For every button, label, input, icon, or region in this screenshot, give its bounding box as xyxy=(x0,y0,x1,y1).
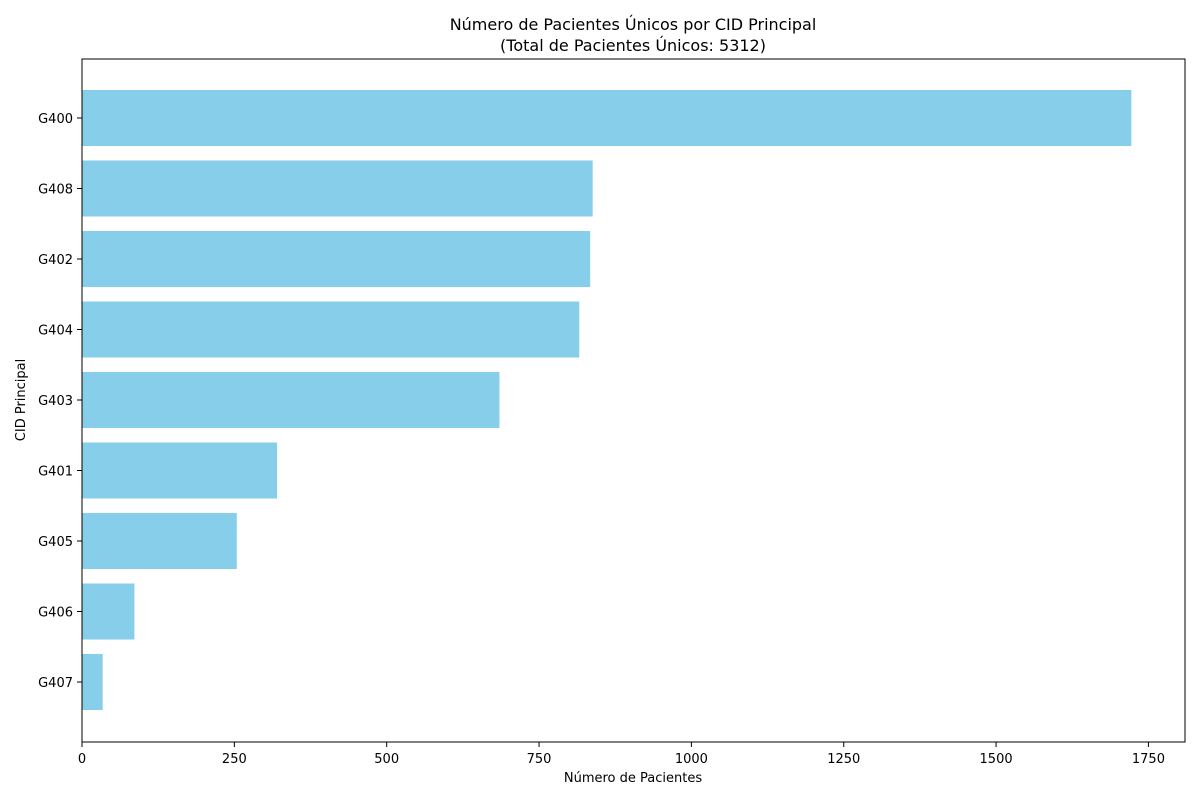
bar-g403 xyxy=(82,372,500,428)
y-tick-label: G408 xyxy=(38,183,73,198)
bar-g404 xyxy=(82,301,580,358)
bars-group xyxy=(82,90,1132,710)
x-tick-label: 0 xyxy=(78,752,86,767)
y-tick-label: G403 xyxy=(38,394,73,409)
chart-subtitle: (Total de Pacientes Únicos: 5312) xyxy=(500,36,766,55)
plot-frame xyxy=(81,58,1186,743)
x-tick-label: 250 xyxy=(222,752,247,767)
y-tick-label: G404 xyxy=(38,324,73,339)
x-axis-label: Número de Pacientes xyxy=(564,771,702,786)
chart-title: Número de Pacientes Únicos por CID Princ… xyxy=(450,15,817,34)
bar-g406 xyxy=(82,583,135,640)
bar-g407 xyxy=(82,654,103,710)
x-tick-label: 750 xyxy=(527,752,552,767)
bar-g401 xyxy=(82,442,278,499)
x-tick-label: 500 xyxy=(374,752,399,767)
bar-g400 xyxy=(82,90,1132,146)
y-ticks-group: G400 G408 G402 G404 G403 G401 G405 G406 G407 xyxy=(38,112,82,691)
x-tick-label: 1000 xyxy=(675,752,708,767)
bar-g405 xyxy=(82,513,237,569)
x-tick-label: 1750 xyxy=(1132,752,1165,767)
bar-g408 xyxy=(82,160,593,217)
y-tick-label: G407 xyxy=(38,676,73,691)
y-axis-label: CID Principal xyxy=(14,359,29,441)
y-tick-label: G402 xyxy=(38,253,73,268)
bar-g402 xyxy=(82,231,591,287)
x-tick-label: 1500 xyxy=(980,752,1013,767)
y-tick-label: G406 xyxy=(38,606,73,621)
y-tick-label: G401 xyxy=(38,465,73,480)
y-tick-label: G400 xyxy=(38,112,73,127)
y-tick-label: G405 xyxy=(38,535,73,550)
x-tick-label: 1250 xyxy=(827,752,860,767)
x-ticks-group: 0 250 500 750 1000 1250 1500 1750 xyxy=(78,742,1165,767)
